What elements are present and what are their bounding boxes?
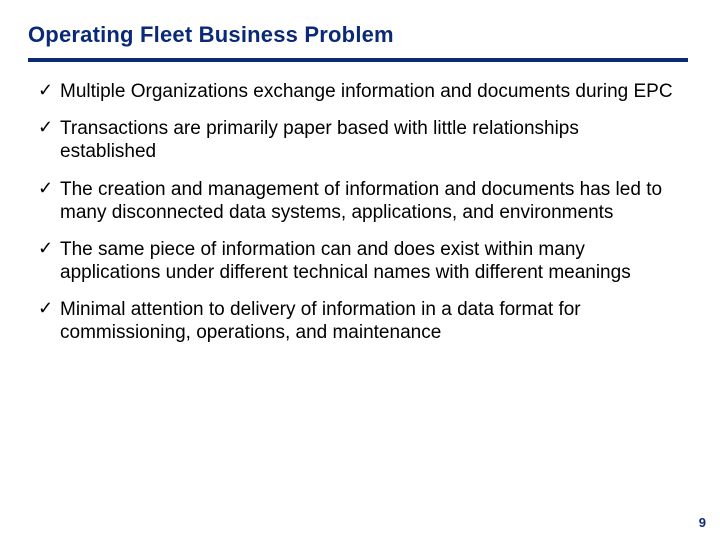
bullet-text: The creation and management of informati… [60, 178, 678, 224]
list-item: ✓ Minimal attention to delivery of infor… [38, 298, 678, 344]
bullet-text: Multiple Organizations exchange informat… [60, 80, 678, 103]
list-item: ✓ The creation and management of informa… [38, 178, 678, 224]
slide-title: Operating Fleet Business Problem [28, 22, 394, 48]
slide: Operating Fleet Business Problem ✓ Multi… [0, 0, 720, 540]
list-item: ✓ Transactions are primarily paper based… [38, 117, 678, 163]
check-icon: ✓ [38, 80, 60, 102]
page-number: 9 [699, 515, 706, 530]
check-icon: ✓ [38, 178, 60, 200]
list-item: ✓ The same piece of information can and … [38, 238, 678, 284]
bullet-text: The same piece of information can and do… [60, 238, 678, 284]
check-icon: ✓ [38, 298, 60, 320]
check-icon: ✓ [38, 117, 60, 139]
list-item: ✓ Multiple Organizations exchange inform… [38, 80, 678, 103]
bullet-text: Minimal attention to delivery of informa… [60, 298, 678, 344]
bullet-list: ✓ Multiple Organizations exchange inform… [38, 80, 678, 359]
check-icon: ✓ [38, 238, 60, 260]
bullet-text: Transactions are primarily paper based w… [60, 117, 678, 163]
title-underline [28, 58, 688, 62]
